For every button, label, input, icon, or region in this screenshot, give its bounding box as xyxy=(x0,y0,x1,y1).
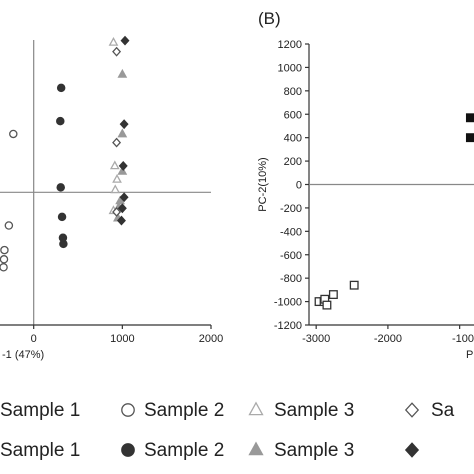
panel-b-y-tick-label: 400 xyxy=(284,133,302,145)
legend-marker-open-circle xyxy=(121,403,135,417)
legend-marker-filled-circle xyxy=(121,443,135,457)
legend-label: Sample 1 xyxy=(0,440,80,461)
panel-b-point xyxy=(465,113,474,123)
legend-label: Sample 1 xyxy=(0,400,80,421)
panel-a-point xyxy=(9,129,18,139)
panel-b-y-tick-label: 1200 xyxy=(278,39,302,51)
panel-b-y-tick-label: -400 xyxy=(280,226,302,238)
panel-b-point xyxy=(465,133,474,143)
panel-a-point xyxy=(117,165,128,175)
panel-b-y-tick-label: 1000 xyxy=(278,62,302,74)
panel-b-point xyxy=(328,290,338,300)
panel-a-point xyxy=(118,160,128,171)
panel-b-y-tick-label: 600 xyxy=(284,109,302,121)
panel-b-x-axis-label: P xyxy=(466,349,473,361)
panel-a-point xyxy=(115,195,126,205)
panel-a-point xyxy=(117,203,127,214)
panel-b-plot: (B) 1200 1000 800 600 400 200 0 -200 -400 -600 -80… xyxy=(257,9,474,361)
panel-a-point xyxy=(112,137,122,148)
panel-b-y-tick-label: -1000 xyxy=(274,297,302,309)
panel-b-label: (B) xyxy=(258,9,281,28)
panel-a-x-tick-label: 0 xyxy=(31,333,37,345)
panel-b-y-axis-label: PC-2(10%) xyxy=(257,157,269,211)
panel-a-point xyxy=(112,207,122,217)
panel-b-x-tick-label: -2000 xyxy=(374,333,402,345)
legend-marker-open-triangle xyxy=(248,401,264,416)
panel-a-point xyxy=(56,183,65,192)
legend-label: Sample 2 xyxy=(144,440,224,461)
panel-b-y-ticks: 1200 1000 800 600 400 200 0 -200 -400 -600 -800 -10… xyxy=(274,39,309,332)
panel-a-point xyxy=(56,116,65,126)
panel-b-y-tick-label: -200 xyxy=(280,203,302,215)
panel-a-point xyxy=(108,36,119,46)
legend-label: Sample 3 xyxy=(274,440,354,461)
panel-a-point xyxy=(59,239,68,249)
legend-marker-filled-triangle xyxy=(248,441,264,456)
panel-a-point xyxy=(109,160,120,170)
panel-a-point xyxy=(112,46,122,57)
legend-label: Sa xyxy=(431,400,455,421)
panel-a-point xyxy=(119,119,129,130)
panel-a-point xyxy=(117,68,128,78)
panel-a-point xyxy=(116,215,126,226)
panel-b-y-tick-label: -800 xyxy=(280,273,302,285)
panel-a-point xyxy=(112,173,122,183)
panel-b-x-tick-label: -100 xyxy=(452,333,474,345)
panel-a-point xyxy=(57,212,67,222)
panel-a-point xyxy=(0,255,9,264)
panel-b-x-ticks: -3000 -2000 -100 xyxy=(302,325,474,345)
panel-b-y-tick-label: -600 xyxy=(280,250,302,262)
panel-a-x-ticks: 0 1000 2000 xyxy=(31,325,223,345)
legend-label: Sample 3 xyxy=(274,400,354,421)
panel-a-point xyxy=(0,263,8,272)
panel-b-y-tick-label: 200 xyxy=(284,156,302,168)
panel-a-point xyxy=(110,184,121,194)
panel-a-plot: 0 1000 2000 -1 (47%) xyxy=(0,35,223,361)
panel-b-x-tick-label: -3000 xyxy=(302,333,330,345)
panel-a-point xyxy=(4,221,14,230)
legend-marker-filled-diamond xyxy=(404,442,420,458)
panel-b-point xyxy=(322,300,332,310)
panel-a-x-tick-label: 2000 xyxy=(199,333,223,345)
legend-label: Sample 2 xyxy=(144,400,224,421)
panel-a-x-tick-label: 1000 xyxy=(110,333,134,345)
legend-marker-open-diamond xyxy=(404,402,420,418)
panel-b-y-tick-label: 0 xyxy=(296,180,302,192)
legend: Sample 1 Sample 2 Sample 3 Sa Sample 1 Sample… xyxy=(0,400,455,461)
panel-a-point xyxy=(56,83,66,93)
panel-a-x-axis-label: -1 (47%) xyxy=(2,349,44,361)
panel-a-point xyxy=(120,35,130,46)
panel-b-points xyxy=(314,113,474,310)
panel-a-points xyxy=(0,35,130,272)
panel-a-point xyxy=(117,128,128,138)
panel-a-point xyxy=(0,245,9,255)
panel-b-point xyxy=(349,280,359,290)
panel-a-point xyxy=(119,192,129,203)
panel-b-y-tick-label: 800 xyxy=(284,86,302,98)
panel-b-y-tick-label: -1200 xyxy=(274,320,302,332)
